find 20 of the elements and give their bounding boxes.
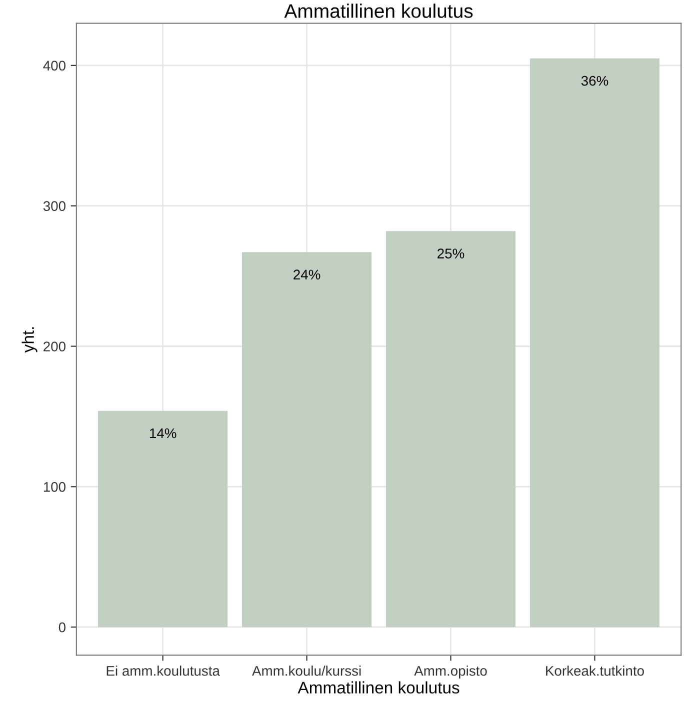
y-tick-label: 100 xyxy=(44,482,66,492)
bar xyxy=(386,231,516,628)
y-axis-title: yht. xyxy=(22,327,38,353)
x-tick-label: Amm.opisto xyxy=(414,666,487,679)
y-tick-label: 300 xyxy=(43,201,66,212)
annotation: 36% xyxy=(581,76,608,86)
bar xyxy=(530,58,660,628)
x-tick-label: Korkeak.tutkinto xyxy=(546,666,644,676)
x-tick-label: Ei amm.koulutusta xyxy=(106,666,220,676)
annotation: 14% xyxy=(150,428,176,438)
bar xyxy=(242,252,372,628)
bar xyxy=(98,410,228,628)
x-axis-title: Ammatillinen koulutus xyxy=(298,681,460,694)
annotation: 24% xyxy=(294,270,320,280)
y-tick-label: 0 xyxy=(58,622,66,632)
x-tick-label: Amm.koulu/kurssi xyxy=(252,666,361,676)
y-tick-label: 400 xyxy=(43,60,66,71)
chart-title: Ammatillinen koulutus xyxy=(284,4,473,18)
y-tick-label: 200 xyxy=(44,342,66,352)
annotation: 25% xyxy=(438,248,464,258)
